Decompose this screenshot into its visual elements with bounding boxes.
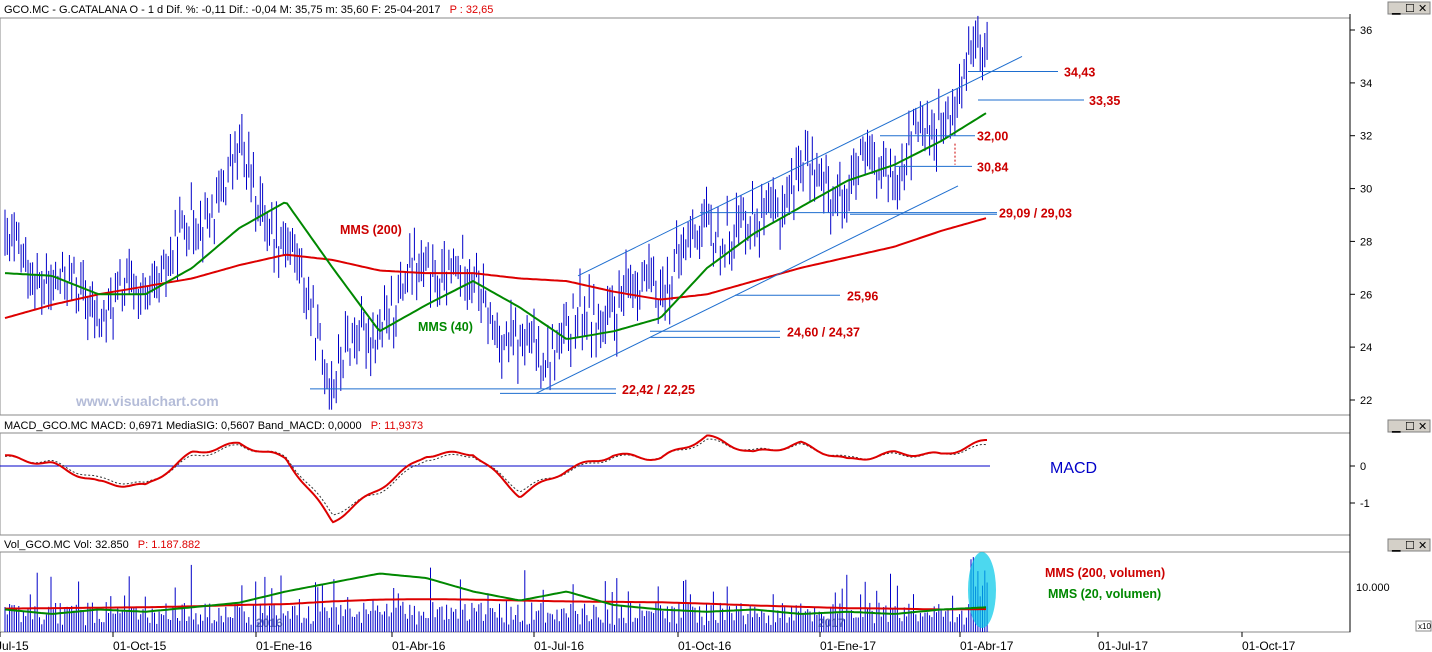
macd-y-tick-0: 0 [1360,461,1366,473]
trend-channel [535,55,1023,394]
x-tick-label-8: 01-Jul-17 [1098,639,1148,652]
level-label-4: 29,09 / 29,03 [999,207,1072,221]
level-label-7: 24,60 / 24,37 [787,325,860,339]
level-label-0: 34,43 [1064,66,1095,80]
macd-signal-line [4,438,988,516]
volume-window-controls[interactable]: ▁ ☐ ✕ [1387,538,1431,552]
x-tick-label-6: 01-Ene-17 [820,639,876,652]
y-axis: 36 34 32 30 28 26 24 22 0 -1 [1350,25,1372,510]
level-label-1: 33,35 [1089,94,1120,108]
mms200-line [4,217,987,320]
price-y-tick-5: 26 [1360,289,1372,301]
macd-window-controls[interactable]: ▁ ☐ ✕ [1387,419,1431,433]
price-y-tick-1: 34 [1360,78,1372,90]
panel-frames [0,14,1351,633]
x-tick-label-4: 01-Jul-16 [534,639,584,652]
price-y-tick-7: 22 [1360,395,1372,407]
macd-y-tick-1: -1 [1360,498,1370,510]
vol-mms20-label: MMS (20, volumen) [1048,587,1161,601]
minimize-icon: ▁ [1391,3,1401,15]
vol-mms200-label: MMS (200, volumen) [1045,566,1165,580]
close-icon: ✕ [1418,3,1427,15]
vol-mms200-line [5,598,986,611]
vol-mms20-line [4,572,987,615]
x-axis: Jul-15 01-Oct-15 01-Ene-16 01-Abr-16 01-Jul-… [0,632,1296,652]
support-resistance-levels: 34,43 33,35 32,00 30,84 29,09 / 29,03 25,96 24… [310,66,1120,397]
maximize-icon: ☐ [1405,3,1415,15]
price-header: GCO.MC - G.CATALANA O - 1 d Dif. %: -0,1… [4,4,493,16]
maximize-icon: ☐ [1405,540,1415,552]
x-tick-label-5: 01-Oct-16 [678,639,732,652]
price-bars [4,15,988,410]
scale-badge [1415,620,1432,632]
channel-upper [577,55,1023,277]
x-tick-label-7: 01-Abr-17 [960,639,1014,652]
close-icon: ✕ [1418,540,1427,552]
price-y-tick-6: 24 [1360,342,1372,354]
price-y-tick-4: 28 [1360,236,1372,248]
x-tick-label-3: 01-Abr-16 [392,639,446,652]
maximize-icon: ☐ [1405,421,1415,433]
x-tick-label-9: 01-Oct-17 [1242,639,1296,652]
price-y-tick-2: 32 [1360,131,1372,143]
volume-bars [4,557,988,632]
macd-header: MACD_GCO.MC MACD: 0,6971 MediaSIG: 0,560… [4,420,423,432]
x-tick-label-0: Jul-15 [0,639,29,652]
minimize-icon: ▁ [1391,540,1401,552]
volume-averages [4,572,987,615]
x-tick-label-2: 01-Ene-16 [256,639,312,652]
year-mark-2017: 2017 [818,616,845,630]
macd-line [4,434,987,524]
level-label-6: 25,96 [847,289,878,303]
x-tick-label-1: 01-Oct-15 [113,639,167,652]
moving-averages [4,112,987,340]
watermark: www.visualchart.com [75,393,219,409]
volume-highlight [968,552,996,628]
level-label-2: 32,00 [977,130,1008,144]
price-window-controls[interactable]: ▁ ☐ ✕ [1387,1,1431,15]
scale-badge-text: x10 [1418,622,1431,631]
close-icon: ✕ [1418,421,1427,433]
macd-title: MACD [1050,460,1097,477]
mms200-label: MMS (200) [340,223,402,237]
mms40-label: MMS (40) [418,320,473,334]
minimize-icon: ▁ [1391,421,1401,433]
volume-header: Vol_GCO.MC Vol: 32.850 P: 1.187.882 [4,539,200,551]
price-y-tick-3: 30 [1360,184,1372,196]
level-label-9: 22,42 / 22,25 [622,383,695,397]
level-label-3: 30,84 [977,160,1008,174]
vol-y-tick: 10.000 [1356,582,1390,594]
price-y-tick-0: 36 [1360,25,1372,37]
channel-lower [535,185,959,394]
macd-lines [0,434,990,524]
year-mark-2016: 2016 [256,616,283,630]
mms40-line [4,112,987,340]
